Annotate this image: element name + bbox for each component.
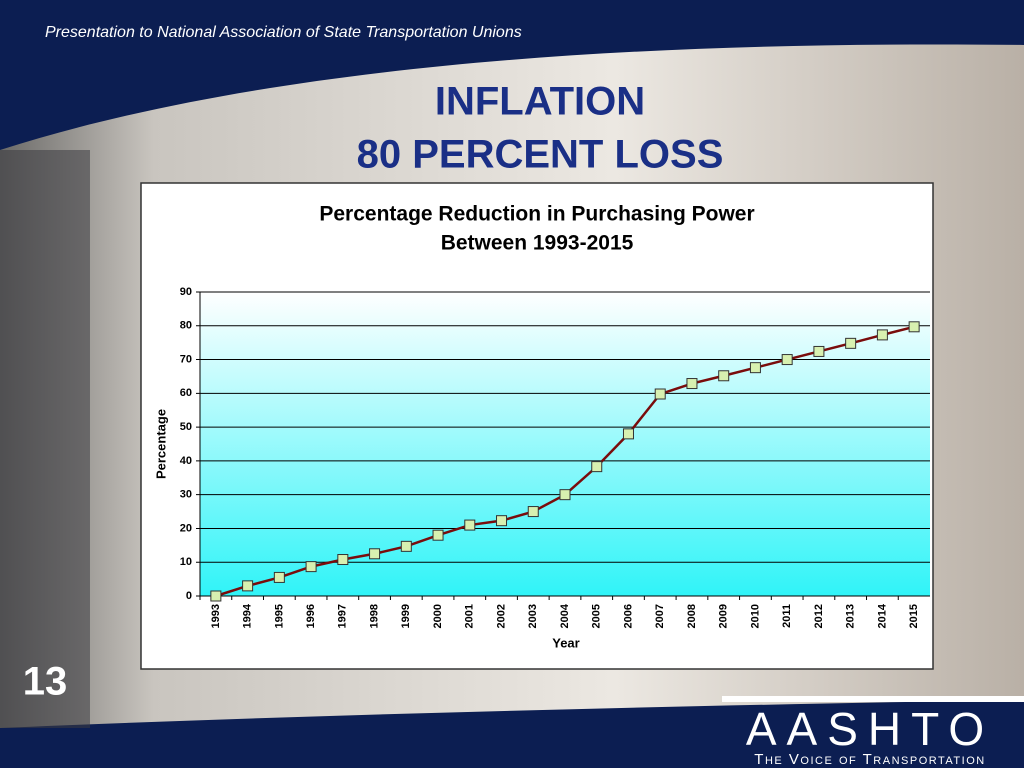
- x-tick-label: 2011: [781, 604, 793, 628]
- x-tick-label: 2009: [718, 604, 730, 628]
- slide-title: INFLATION: [435, 80, 645, 124]
- marker: [305, 561, 317, 573]
- marker: [654, 388, 666, 400]
- chart-subtitle: Between 1993-2015: [441, 232, 634, 255]
- x-tick-label: 1996: [305, 604, 317, 628]
- marker: [781, 354, 793, 366]
- x-tick-label: 2014: [876, 603, 888, 628]
- plot-area: [200, 292, 930, 596]
- x-tick-label: 2003: [527, 604, 539, 628]
- marker: [337, 554, 349, 566]
- marker: [464, 519, 476, 531]
- x-tick-label: 2005: [591, 604, 603, 628]
- x-tick-label: 2015: [908, 604, 920, 628]
- y-tick-label: 60: [180, 387, 192, 399]
- x-tick-label: 1998: [368, 604, 380, 628]
- marker: [527, 506, 539, 518]
- slide-title: 80 PERCENT LOSS: [357, 133, 724, 177]
- x-tick-label: 2000: [432, 604, 444, 628]
- x-tick-label: 2004: [559, 603, 571, 628]
- y-tick-label: 50: [180, 421, 192, 433]
- x-axis-label: Year: [552, 635, 579, 650]
- y-axis-label: Percentage: [153, 409, 168, 479]
- x-tick-label: 1993: [210, 604, 222, 628]
- page-number: 13: [23, 660, 68, 704]
- marker: [432, 529, 444, 541]
- x-tick-label: 2001: [464, 604, 476, 628]
- marker: [718, 370, 730, 382]
- header: Presentation to National Association of …: [45, 24, 522, 41]
- marker: [273, 571, 285, 583]
- x-tick-label: 2012: [813, 604, 825, 628]
- x-tick-label: 1995: [273, 604, 285, 628]
- marker: [845, 337, 857, 349]
- x-tick-label: 1994: [242, 603, 254, 628]
- y-tick-label: 10: [180, 556, 192, 568]
- x-tick-label: 2006: [622, 604, 634, 628]
- chart-title: Percentage Reduction in Purchasing Power: [319, 203, 754, 226]
- y-tick-label: 80: [180, 320, 192, 332]
- y-tick-label: 70: [180, 353, 192, 365]
- marker: [496, 515, 508, 527]
- backdrop-left: [0, 150, 90, 728]
- marker: [210, 590, 222, 602]
- logo-bar: [722, 696, 1024, 702]
- marker: [749, 362, 761, 374]
- marker: [559, 489, 571, 501]
- y-tick-label: 40: [180, 455, 192, 467]
- marker: [369, 548, 381, 560]
- marker: [622, 428, 634, 440]
- y-tick-label: 30: [180, 489, 192, 501]
- x-tick-label: 2010: [749, 604, 761, 628]
- marker: [813, 345, 825, 357]
- marker: [876, 329, 888, 341]
- logo-tagline: The Voice of Transportation: [754, 751, 985, 768]
- marker: [591, 461, 603, 473]
- marker: [400, 540, 412, 552]
- x-tick-label: 1999: [400, 604, 412, 628]
- marker: [908, 321, 920, 333]
- logo-name: AASHTO: [746, 703, 994, 755]
- marker: [686, 378, 698, 390]
- x-tick-label: 2002: [495, 604, 507, 628]
- marker: [242, 580, 254, 592]
- y-tick-label: 0: [186, 590, 192, 602]
- y-tick-label: 90: [180, 286, 192, 298]
- x-tick-label: 2008: [686, 604, 698, 628]
- y-tick-label: 20: [180, 522, 192, 534]
- x-tick-label: 2007: [654, 604, 666, 628]
- x-tick-label: 2013: [845, 604, 857, 628]
- x-tick-label: 1997: [337, 604, 349, 628]
